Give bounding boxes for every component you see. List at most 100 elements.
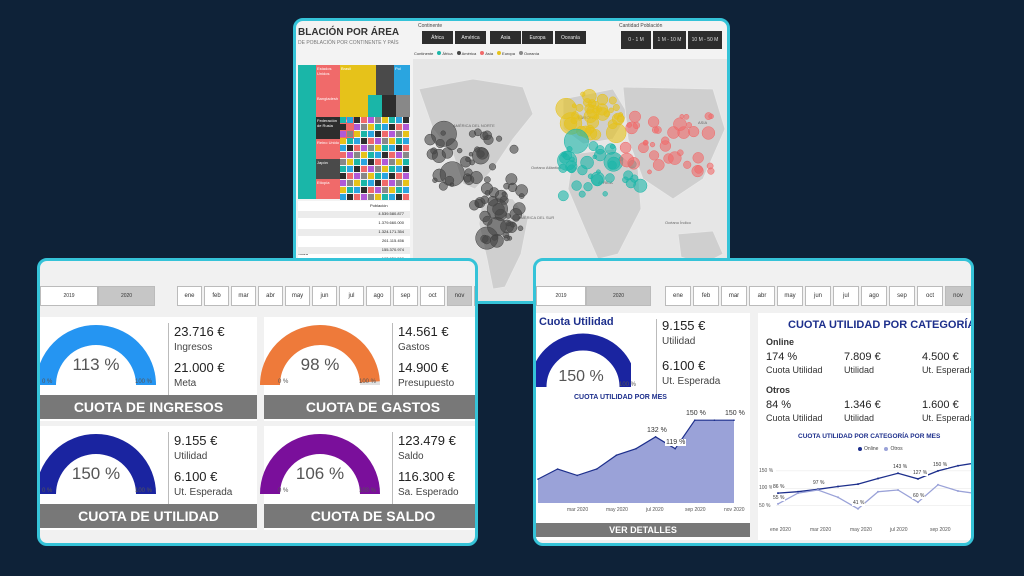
population-bubble[interactable] (440, 130, 446, 136)
treemap-tile[interactable] (361, 124, 367, 130)
treemap-tile[interactable] (354, 173, 360, 179)
legend-item[interactable]: Asia (480, 51, 493, 56)
treemap-tile[interactable] (389, 180, 395, 186)
population-range-button[interactable]: 10 M - 50 M (688, 31, 722, 49)
kpi-card-footer[interactable]: CUOTA DE SALDO (264, 504, 475, 528)
treemap-tile[interactable] (375, 159, 381, 165)
treemap-tile[interactable] (382, 145, 388, 151)
population-bubble[interactable] (642, 140, 648, 146)
treemap-tile[interactable] (368, 124, 374, 130)
continent-button[interactable]: Europa (522, 31, 553, 44)
kpi-card-footer[interactable]: CUOTA DE UTILIDAD (40, 504, 257, 528)
population-bubble[interactable] (668, 151, 682, 165)
population-bubble[interactable] (683, 160, 692, 169)
treemap-tile[interactable] (361, 159, 367, 165)
population-bubble[interactable] (501, 191, 507, 197)
population-bubble[interactable] (647, 169, 652, 175)
treemap-tile[interactable] (382, 95, 396, 117)
treemap-tile[interactable] (396, 166, 402, 172)
treemap-tile[interactable] (354, 152, 360, 158)
treemap-tile[interactable] (360, 65, 376, 95)
treemap-tile[interactable]: Japón (316, 159, 340, 179)
population-bubble[interactable] (468, 151, 474, 157)
population-bubble[interactable] (505, 213, 511, 219)
treemap-tile[interactable] (389, 187, 395, 193)
population-bubble[interactable] (571, 180, 582, 191)
treemap-tile[interactable] (347, 159, 353, 165)
population-bubble[interactable] (659, 140, 672, 152)
continent-button[interactable]: Asia (490, 31, 521, 44)
legend-item[interactable]: Otros (884, 446, 903, 452)
treemap-tile[interactable] (376, 65, 394, 95)
treemap-tile[interactable] (396, 131, 402, 137)
population-bubble[interactable] (449, 182, 455, 187)
treemap-tile[interactable] (361, 117, 367, 123)
legend-item[interactable]: Online (858, 446, 878, 452)
treemap-tile[interactable] (354, 180, 360, 186)
treemap-tile[interactable]: Reino Unido (316, 139, 340, 159)
treemap-tile[interactable] (396, 173, 402, 179)
month-button-feb[interactable]: feb (204, 286, 229, 306)
treemap-tile[interactable] (403, 194, 409, 200)
treemap-tile[interactable] (403, 166, 409, 172)
treemap-tile[interactable] (354, 117, 360, 123)
treemap-tile[interactable] (354, 187, 360, 193)
treemap-tile[interactable] (403, 152, 409, 158)
treemap-tile[interactable] (389, 145, 395, 151)
treemap-tile[interactable] (340, 152, 346, 158)
month-button-jul[interactable]: jul (339, 286, 364, 306)
population-bubble[interactable] (591, 100, 600, 109)
population-bubble[interactable] (460, 156, 472, 168)
treemap-tile[interactable] (354, 166, 360, 172)
treemap-tile[interactable] (389, 194, 395, 200)
population-bubble[interactable] (480, 195, 489, 204)
treemap-tile[interactable] (375, 124, 381, 130)
treemap-tile[interactable] (368, 152, 374, 158)
treemap-tile[interactable] (347, 145, 353, 151)
population-range-button[interactable]: 0 - 1 M (621, 31, 651, 49)
treemap-tile[interactable]: Brasil (340, 65, 360, 95)
month-button-nov[interactable]: nov (447, 286, 472, 306)
treemap-tile[interactable] (382, 138, 388, 144)
treemap-tile[interactable] (396, 152, 402, 158)
population-bubble[interactable] (607, 156, 621, 170)
population-bubble[interactable] (468, 130, 477, 138)
population-bubble[interactable] (629, 110, 641, 123)
treemap-tile[interactable]: Pol (394, 65, 410, 95)
treemap-tile[interactable]: Estados Unidos (316, 65, 340, 95)
treemap-tile[interactable] (340, 159, 346, 165)
population-bubble[interactable] (633, 178, 648, 193)
month-button-dic[interactable]: dic (474, 286, 475, 306)
treemap-tile[interactable]: Federación de Rusia (316, 117, 340, 139)
population-bubble[interactable] (509, 144, 519, 154)
treemap-tile[interactable] (375, 152, 381, 158)
population-bubble[interactable] (605, 173, 615, 183)
treemap-tile[interactable] (403, 159, 409, 165)
treemap-tile[interactable] (403, 173, 409, 179)
population-bubble[interactable] (488, 163, 497, 171)
population-bubble[interactable] (707, 167, 715, 175)
continent-button[interactable]: Oceanía (555, 31, 586, 44)
treemap-tile[interactable] (354, 194, 360, 200)
population-bubble[interactable] (585, 124, 595, 134)
treemap-tile[interactable] (403, 138, 409, 144)
population-bubble[interactable] (603, 110, 611, 118)
population-bubble[interactable] (607, 119, 618, 130)
population-bubble[interactable] (592, 154, 598, 160)
continent-button[interactable]: América (455, 31, 486, 44)
population-bubble[interactable] (482, 235, 492, 245)
kpi-card-footer[interactable]: CUOTA DE INGRESOS (40, 395, 257, 419)
treemap-tile[interactable]: Etiopía (316, 179, 340, 199)
month-button-abr[interactable]: abr (749, 286, 775, 306)
treemap-tile[interactable] (396, 187, 402, 193)
continent-button[interactable]: África (422, 31, 453, 44)
treemap-tile[interactable] (396, 145, 402, 151)
population-bubble[interactable] (464, 168, 473, 177)
population-bubble[interactable] (649, 150, 660, 161)
treemap-tile[interactable] (382, 173, 388, 179)
population-bubble[interactable] (649, 141, 656, 148)
treemap-tile[interactable] (389, 159, 395, 165)
treemap-tile[interactable] (361, 194, 367, 200)
month-button-ago[interactable]: ago (861, 286, 887, 306)
population-bubble[interactable] (457, 147, 463, 154)
